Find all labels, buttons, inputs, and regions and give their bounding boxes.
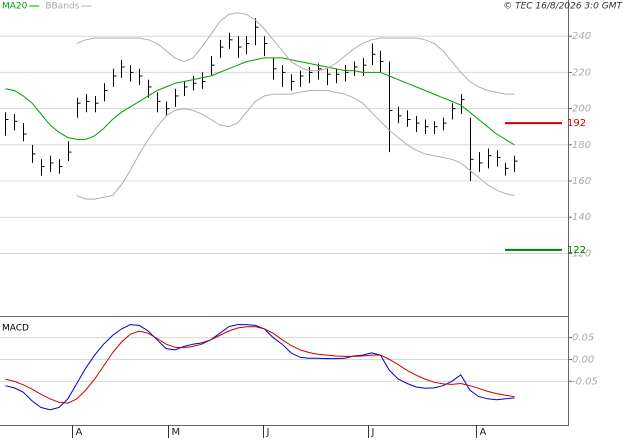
indicator-line (76, 90, 515, 200)
y-tick-label: 240 (572, 31, 591, 42)
indicator-line (5, 57, 515, 146)
y-tick-label: 220 (572, 67, 591, 78)
panel-title: MACD (2, 324, 29, 334)
x-tick-label: A (480, 427, 487, 438)
y-tick-label: 120 (572, 248, 591, 259)
y-tick-label: 140 (572, 212, 591, 223)
y-tick-label: 180 (572, 140, 591, 151)
level-label: 192 (567, 118, 586, 129)
level-label: 122 (567, 245, 586, 256)
y-tick-label: 0.00 (572, 354, 594, 365)
macd-line (5, 326, 515, 404)
y-tick-label: 200 (572, 104, 591, 115)
x-tick-label: M (172, 427, 181, 438)
y-tick-label: 160 (572, 176, 591, 187)
legend-label: BBands (45, 2, 79, 12)
x-tick-label: J (266, 427, 270, 438)
x-tick-label: A (76, 427, 83, 438)
indicator-line (76, 12, 515, 95)
y-tick-label: 0.05 (572, 333, 594, 344)
copyright: © TEC 16/8/2026 3:0 GMT (503, 2, 623, 12)
macd-line (5, 324, 515, 411)
x-tick-label: J (371, 427, 375, 438)
y-tick-label: -0.05 (572, 376, 598, 387)
legend-label: MA20 (2, 2, 28, 12)
